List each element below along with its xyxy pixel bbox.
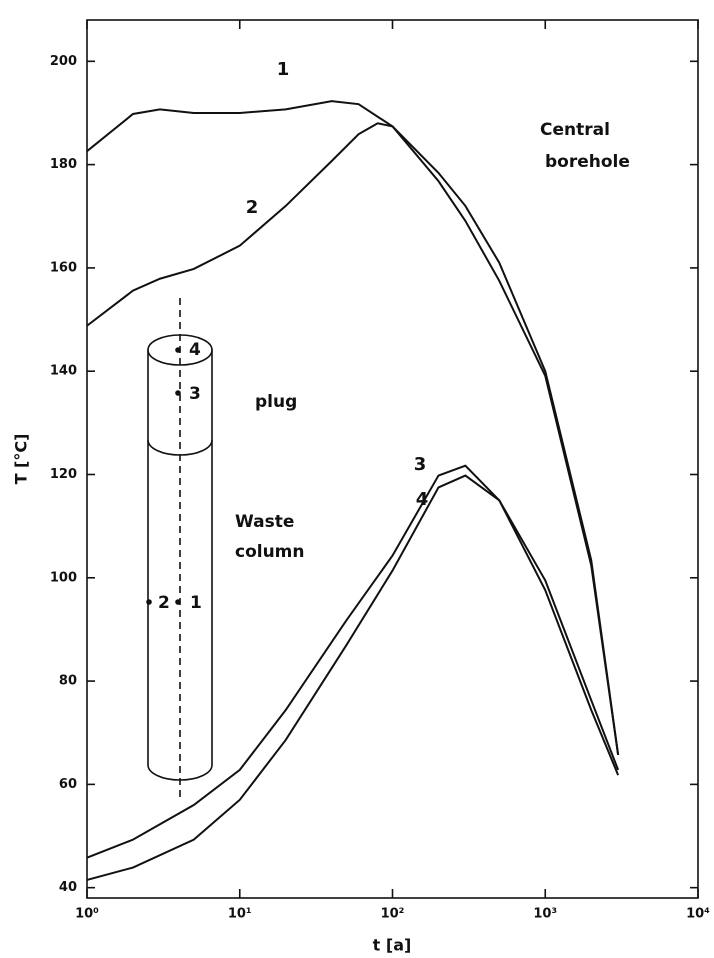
x-tick-label: 10³ <box>533 907 557 922</box>
x-tick-label: 10⁴ <box>686 907 710 922</box>
curve-label: 4 <box>416 489 429 510</box>
annotation: column <box>235 542 305 562</box>
cylinder-diagram <box>147 298 212 802</box>
chart: t [a] T [°C] 40 60 80 100 120 140 160 180 200 10⁰… <box>0 0 714 958</box>
annotation: borehole <box>545 152 630 172</box>
y-tick-label: 80 <box>59 674 77 689</box>
y-axis-label: T [°C] <box>12 434 31 485</box>
y-tick-label: 140 <box>50 364 77 379</box>
curve <box>87 101 618 755</box>
curve <box>87 476 618 880</box>
annotation: 3 <box>189 384 201 404</box>
curve-label: 2 <box>246 197 259 218</box>
y-tick-label: 60 <box>59 777 77 792</box>
y-tick-label: 40 <box>59 880 77 895</box>
annotation: Central <box>540 120 610 140</box>
annotation: 1 <box>190 593 202 613</box>
curve <box>87 123 618 755</box>
annotation: 4 <box>189 340 201 360</box>
y-tick-label: 200 <box>50 54 77 69</box>
annotation: 2 <box>158 593 170 613</box>
curve-label: 1 <box>277 59 290 80</box>
annotation: Waste <box>235 512 294 532</box>
annotation: plug <box>255 392 297 412</box>
x-tick-label: 10² <box>381 907 405 922</box>
curve-label: 3 <box>414 454 427 475</box>
y-tick-label: 120 <box>50 467 77 482</box>
y-tick-label: 100 <box>50 570 77 585</box>
curve <box>87 466 618 858</box>
x-tick-label: 10¹ <box>228 907 252 922</box>
x-axis-label: t [a] <box>373 936 412 955</box>
y-tick-label: 160 <box>50 260 77 275</box>
x-tick-label: 10⁰ <box>75 907 99 922</box>
y-tick-label: 180 <box>50 157 77 172</box>
